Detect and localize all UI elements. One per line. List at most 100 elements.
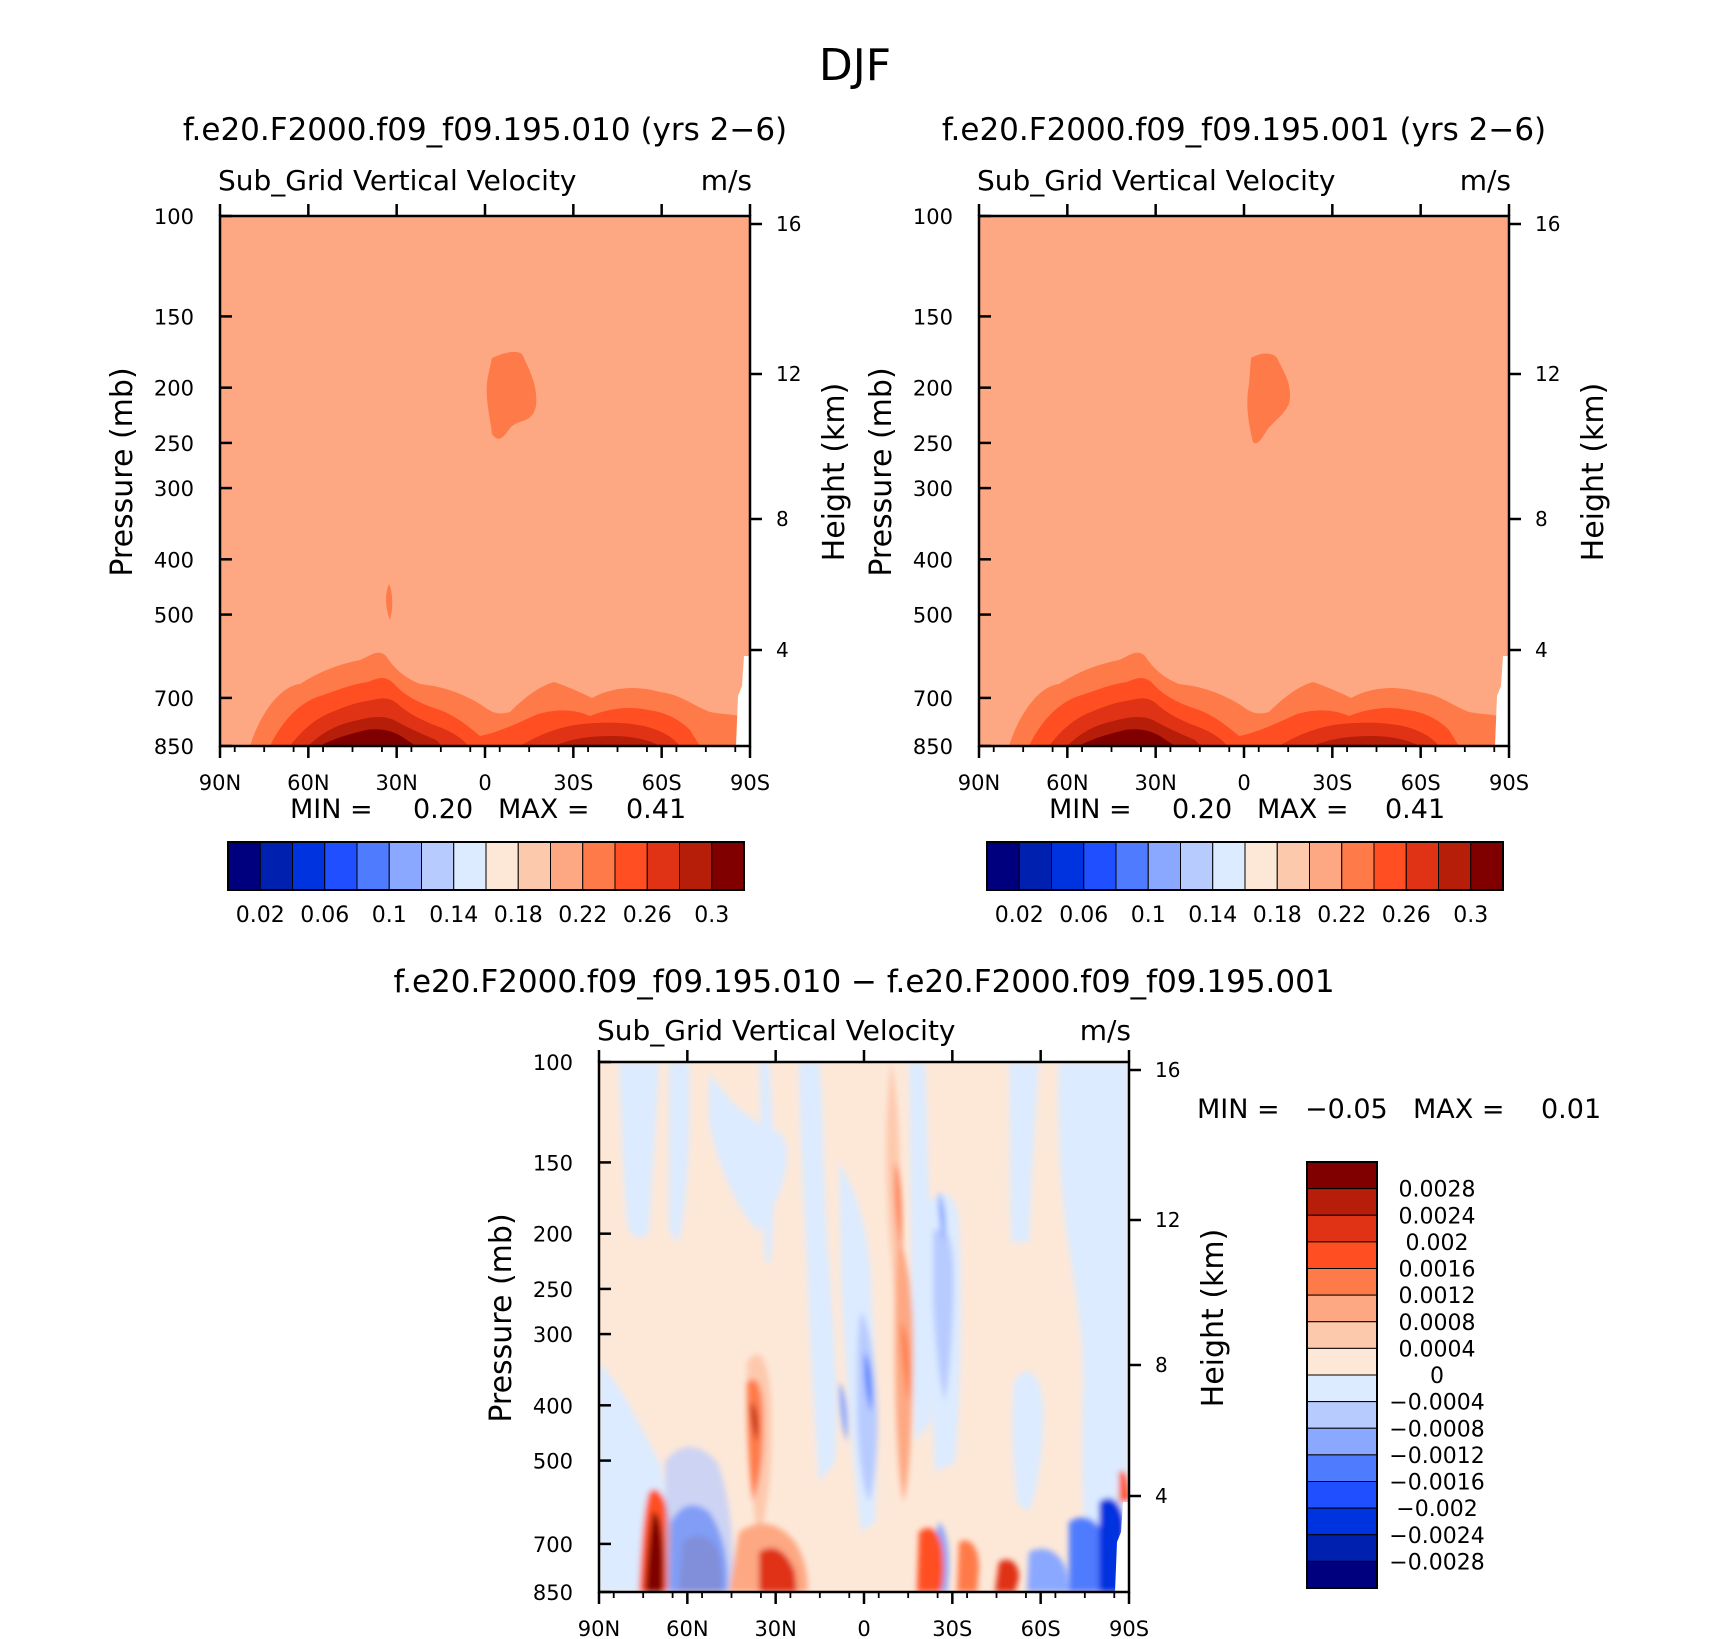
latitude-tick-label: 60S	[1401, 771, 1441, 795]
height-tick-label: 8	[1155, 1353, 1168, 1377]
colorbar-label: 0.02	[995, 903, 1044, 928]
pressure-tick-label: 100	[154, 205, 194, 229]
latitude-tick-label: 90N	[578, 1617, 620, 1639]
latitude-tick-label: 90S	[1109, 1617, 1149, 1639]
colorbar-swatch	[711, 841, 745, 891]
pressure-tick-label: 150	[154, 305, 194, 329]
missing-data-right	[1115, 1502, 1129, 1592]
right-colorbar: 0.02 0.06 0.1 0.14 0.18 0.22 0.26 0.3	[986, 841, 1504, 928]
missing-data-right	[1495, 656, 1509, 746]
colorbar-swatch	[485, 841, 519, 891]
height-tick-label: 12	[1155, 1208, 1180, 1232]
colorbar-swatch	[1051, 841, 1085, 891]
pressure-tick-label: 400	[533, 1394, 573, 1418]
colorbar-swatch	[1306, 1374, 1378, 1403]
left-min-label: MIN =	[290, 794, 373, 825]
left-height-axis-title: Height (km)	[817, 383, 852, 562]
left-colorbar: 0.02 0.06 0.1 0.14 0.18 0.22 0.26 0.3	[227, 841, 745, 928]
contour-neg-streak	[1058, 1062, 1129, 1592]
contour-neg-streak	[1012, 1371, 1044, 1512]
left-max-label: MAX =	[498, 794, 589, 825]
latitude-tick-label: 30N	[754, 1617, 796, 1639]
left-max-value: 0.41	[626, 794, 686, 825]
contour-pos-surface	[1119, 1470, 1129, 1502]
colorbar-label: 0.002	[1406, 1231, 1469, 1256]
colorbar-label: 0.06	[1059, 903, 1108, 928]
pressure-tick-label: 850	[533, 1581, 573, 1605]
contour-pos-surface	[917, 1528, 944, 1592]
latitude-tick-label: 30N	[1134, 771, 1176, 795]
latitude-tick-label: 90N	[199, 771, 241, 795]
colorbar-label: 0.0028	[1399, 1178, 1476, 1203]
contour-upper-blob	[1247, 353, 1291, 444]
colorbar-swatch	[1306, 1321, 1378, 1349]
colorbar-swatch	[1306, 1401, 1378, 1429]
colorbar-swatch	[550, 841, 584, 891]
colorbar-frame	[227, 841, 745, 891]
colorbar-swatch	[1306, 1427, 1378, 1456]
diff-min-label: MIN =	[1197, 1094, 1280, 1125]
pressure-tick-label: 400	[154, 548, 194, 572]
pressure-tick-label: 200	[913, 377, 953, 401]
pressure-axis: 100 150 200 250 300 400 500 700 850	[913, 205, 991, 759]
pressure-tick-label: 200	[533, 1223, 573, 1247]
units-label: m/s	[701, 164, 752, 197]
contour-field	[979, 216, 1509, 746]
colorbar-label: −0.0004	[1389, 1391, 1484, 1416]
colorbar-label: −0.0024	[1389, 1524, 1484, 1549]
left-min-value: 0.20	[413, 794, 473, 825]
missing-data-right	[736, 656, 750, 746]
left-y-axis-title: Pressure (mb)	[105, 367, 140, 576]
height-axis: 16 12 8 4	[1129, 1058, 1180, 1508]
units-label: m/s	[1460, 164, 1511, 197]
colorbar-label: 0.0008	[1399, 1311, 1476, 1336]
pressure-tick-label: 150	[533, 1151, 573, 1175]
latitude-axis: 90N 60N 30N 0 30S 60S 90S	[578, 1050, 1149, 1639]
colorbar-swatch	[1306, 1507, 1378, 1536]
colorbar-swatch	[1306, 1454, 1378, 1482]
height-tick-label: 16	[1155, 1058, 1180, 1082]
diff-height-axis-title: Height (km)	[1196, 1229, 1231, 1408]
panel-diff: f.e20.F2000.f09_f09.195.010 − f.e20.F200…	[393, 964, 1334, 1639]
colorbar-label: 0.22	[1317, 903, 1366, 928]
pressure-tick-label: 150	[913, 305, 953, 329]
colorbar-label: 0.14	[429, 903, 478, 928]
latitude-tick-label: 30S	[1312, 771, 1352, 795]
right-min-value: 0.20	[1172, 794, 1232, 825]
latitude-tick-label: 0	[857, 1617, 870, 1639]
pressure-tick-label: 500	[913, 604, 953, 628]
colorbar-swatch	[679, 841, 713, 891]
colorbar-swatch	[1306, 1347, 1378, 1376]
colorbar-label: 0.0004	[1399, 1337, 1476, 1362]
height-tick-label: 4	[1155, 1484, 1168, 1508]
colorbar-swatch	[1306, 1294, 1378, 1323]
contour-pos-core	[751, 1402, 758, 1442]
contour-neg-streak	[1009, 1062, 1039, 1242]
colorbar-swatch	[582, 841, 616, 891]
pressure-tick-label: 850	[154, 735, 194, 759]
contour-neg-core	[933, 1228, 954, 1402]
diff-y-axis-title: Pressure (mb)	[484, 1213, 519, 1422]
latitude-axis: 90N 60N 30N 0 30S 60S 90S	[958, 204, 1529, 795]
contour-neg-core	[857, 1312, 878, 1502]
contour-low-band-5	[320, 729, 416, 746]
colorbar-swatch	[388, 841, 422, 891]
contour-mid-speck	[386, 584, 393, 620]
contour-neg-streak	[799, 1062, 837, 1482]
contour-neg-surface-halo	[665, 1447, 734, 1592]
latitude-tick-label: 90N	[958, 771, 1000, 795]
latitude-tick-label: 30N	[375, 771, 417, 795]
colorbar-label: 0.1	[372, 903, 407, 928]
colorbar-label: 0.18	[494, 903, 543, 928]
colorbar-label: 0.26	[1382, 903, 1431, 928]
latitude-tick-label: 60N	[666, 1617, 708, 1639]
colorbar-swatch	[1115, 841, 1149, 891]
right-y-axis-title: Pressure (mb)	[864, 367, 899, 576]
colorbar-swatch	[292, 841, 326, 891]
pressure-tick-label: 250	[533, 1278, 573, 1302]
contour-neg-streak	[909, 1062, 932, 1442]
pressure-tick-label: 250	[154, 432, 194, 456]
contour-pos-surface	[957, 1540, 979, 1592]
height-tick-label: 8	[1535, 507, 1548, 531]
latitude-tick-label: 30S	[932, 1617, 972, 1639]
